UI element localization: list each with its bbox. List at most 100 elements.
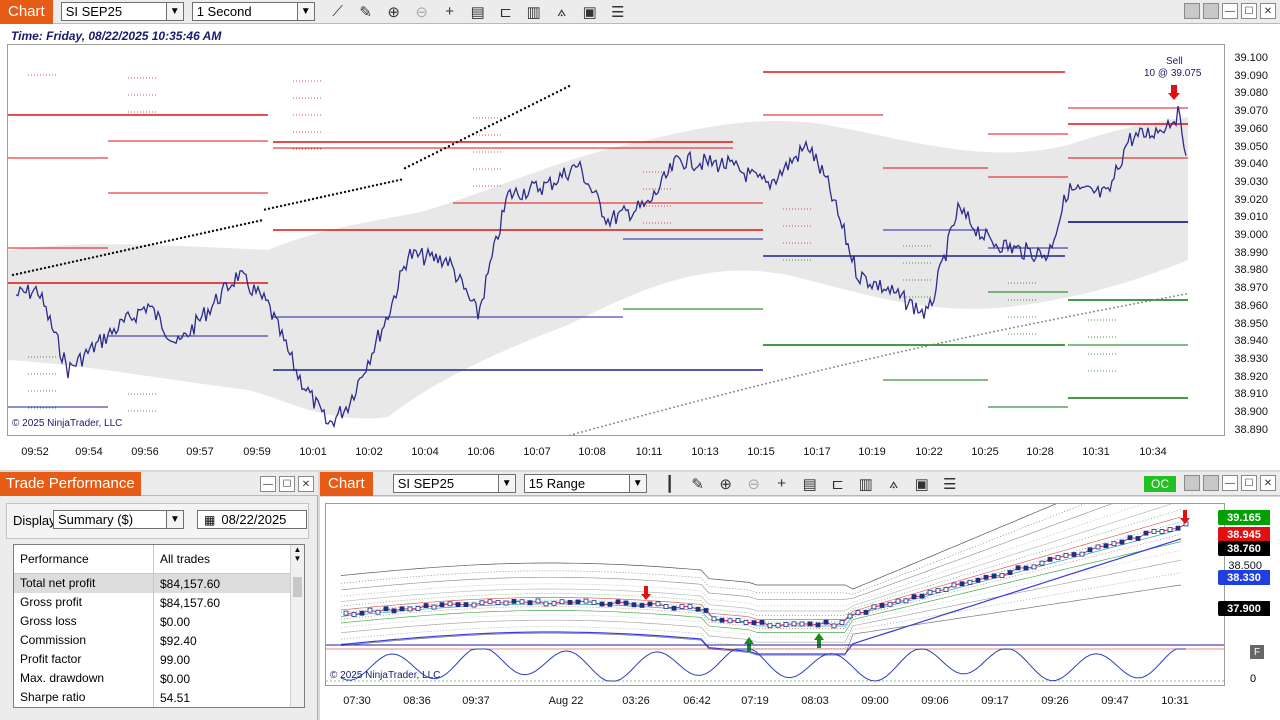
date-value: 08/22/2025	[221, 512, 287, 527]
pencil-icon[interactable]: ✎	[691, 475, 704, 493]
top-chart-tab[interactable]: Chart	[0, 0, 53, 24]
col-performance[interactable]: Performance	[14, 545, 154, 574]
top-chart-pane[interactable]: Sell 10 @ 39.075 © 2025 NinjaTrader, LLC	[7, 44, 1225, 436]
table-row[interactable]: Commission $92.40	[14, 631, 304, 650]
minimize-button[interactable]: —	[1222, 3, 1238, 19]
chevron-down-icon[interactable]: ▼	[497, 475, 515, 492]
envelope-line	[340, 533, 1182, 629]
time-tick: 09:47	[1101, 695, 1129, 707]
bottom-chart-pane[interactable]: © 2025 NinjaTrader, LLC	[325, 503, 1225, 686]
pencil-icon[interactable]: ✎	[359, 3, 372, 21]
zoom-out-icon[interactable]: ⊖	[747, 475, 760, 493]
bottom-copyright-label: © 2025 NinjaTrader, LLC	[330, 670, 441, 681]
top-interval-select[interactable]: 1 Second ▼	[191, 2, 315, 21]
vwap-dot	[1009, 327, 1011, 330]
strategies-icon[interactable]: ⟑	[557, 3, 567, 20]
vwap-dot	[993, 330, 995, 333]
table-row[interactable]: Total net profit $84,157.60	[14, 574, 304, 593]
chevron-down-icon[interactable]: ▼	[166, 511, 183, 528]
tile-icon[interactable]	[1203, 475, 1219, 491]
vwap-dot	[925, 345, 927, 348]
oc-badge[interactable]: OC	[1144, 476, 1176, 492]
range-candle	[991, 573, 997, 579]
chevron-down-icon[interactable]: ▼	[165, 3, 183, 20]
maximize-button[interactable]: ☐	[279, 476, 295, 492]
table-row[interactable]: Profit factor 99.00	[14, 650, 304, 669]
crosshair-icon[interactable]: +	[777, 475, 787, 492]
col-all-trades[interactable]: All trades	[160, 552, 211, 566]
bottom-price-axis[interactable]: 39.165 38.945 38.760 38.330 37.900 38.500	[1218, 503, 1280, 686]
range-candle	[1039, 560, 1045, 566]
vwap-dot	[567, 85, 571, 88]
scroll-down-icon[interactable]: ▼	[293, 554, 302, 563]
table-row[interactable]: Max. drawdown $0.00	[14, 669, 304, 688]
chevron-down-icon[interactable]: ▼	[296, 3, 314, 20]
range-candle	[1031, 564, 1037, 570]
crosshair-icon[interactable]: +	[445, 3, 455, 20]
trade-performance-tab[interactable]: Trade Performance	[0, 471, 141, 496]
close-button[interactable]: ✕	[1260, 475, 1276, 491]
indicators-icon[interactable]: ▥	[858, 475, 873, 493]
time-tick: 10:04	[411, 446, 439, 458]
link-icon[interactable]	[1184, 3, 1200, 19]
vwap-dot	[547, 95, 551, 98]
drawing-tools-icon[interactable]: ⊏	[831, 475, 844, 493]
drawing-tools-icon[interactable]: ⊏	[499, 3, 512, 21]
strategies-icon[interactable]: ⟑	[889, 475, 899, 492]
properties-icon[interactable]: ▤	[470, 3, 485, 21]
maximize-button[interactable]: ☐	[1241, 475, 1257, 491]
vwap-dot	[729, 391, 731, 394]
range-candle	[719, 617, 725, 623]
calendar-icon[interactable]: ▦	[204, 512, 216, 527]
zoom-in-icon[interactable]: ⊕	[719, 475, 732, 493]
vwap-dot	[119, 250, 123, 253]
properties-icon[interactable]: ▤	[802, 475, 817, 493]
templates-icon[interactable]: ▣	[914, 475, 929, 493]
vwap-dot	[179, 236, 183, 240]
scroll-up-icon[interactable]: ▲	[293, 545, 302, 554]
display-select[interactable]: Summary ($) ▼	[53, 510, 184, 529]
vwap-dot	[1045, 320, 1047, 322]
link-icon[interactable]	[1184, 475, 1200, 491]
line-chart-icon[interactable]: ⟋	[332, 3, 343, 20]
zoom-in-icon[interactable]: ⊕	[387, 3, 400, 21]
date-picker[interactable]: ▦ 08/22/2025	[197, 510, 307, 529]
bottom-interval-select[interactable]: 15 Range ▼	[523, 474, 647, 493]
tile-icon[interactable]	[1203, 3, 1219, 19]
close-button[interactable]: ✕	[298, 476, 314, 492]
minimize-button[interactable]: —	[1222, 475, 1238, 491]
indicators-icon[interactable]: ▥	[526, 3, 541, 21]
range-candle	[1119, 539, 1125, 545]
vwap-dot	[673, 406, 675, 409]
range-candle	[647, 601, 653, 607]
scroll-thumb[interactable]	[293, 577, 302, 597]
top-chart-titlebar: Chart SI SEP25 ▼ 1 Second ▼ ⟋ ✎ ⊕ ⊖ + ▤ …	[0, 0, 1280, 24]
top-time-axis[interactable]: 09:52 09:54 09:56 09:57 09:59 10:01 10:02 10:04…	[7, 438, 1225, 468]
vwap-dot	[797, 374, 799, 377]
vwap-dot	[291, 202, 295, 205]
vwap-dot	[889, 353, 891, 356]
close-button[interactable]: ✕	[1260, 3, 1276, 19]
bottom-time-axis[interactable]: 07:30 08:36 09:37 Aug 22 03:26 06:42 07:19 08:0…	[325, 689, 1225, 719]
table-row[interactable]: Sharpe ratio 54.51	[14, 688, 304, 707]
price-tick: 38.940	[1234, 335, 1268, 348]
table-scrollbar[interactable]: ▲ ▼	[290, 545, 304, 707]
vwap-dot	[785, 377, 787, 380]
templates-icon[interactable]: ▣	[582, 3, 597, 21]
vwap-dot	[139, 245, 143, 249]
top-instrument-select[interactable]: SI SEP25 ▼	[60, 2, 184, 21]
list-icon[interactable]: ☰	[610, 3, 625, 21]
list-icon[interactable]: ☰	[942, 475, 957, 493]
bottom-chart-tab[interactable]: Chart	[320, 471, 373, 496]
minimize-button[interactable]: —	[260, 476, 276, 492]
maximize-button[interactable]: ☐	[1241, 3, 1257, 19]
top-price-axis[interactable]: 39.100 39.090 39.080 39.070 39.060 39.050 39.0…	[1225, 44, 1280, 436]
table-row[interactable]: Gross profit $84,157.60	[14, 593, 304, 612]
bar-chart-icon[interactable]: ┃	[665, 475, 675, 493]
f-button[interactable]: F	[1250, 645, 1264, 659]
bottom-instrument-select[interactable]: SI SEP25 ▼	[392, 474, 516, 493]
vwap-dot	[821, 369, 823, 371]
table-row[interactable]: Gross loss $0.00	[14, 612, 304, 631]
zoom-out-icon[interactable]: ⊖	[415, 3, 428, 21]
chevron-down-icon[interactable]: ▼	[628, 475, 646, 492]
